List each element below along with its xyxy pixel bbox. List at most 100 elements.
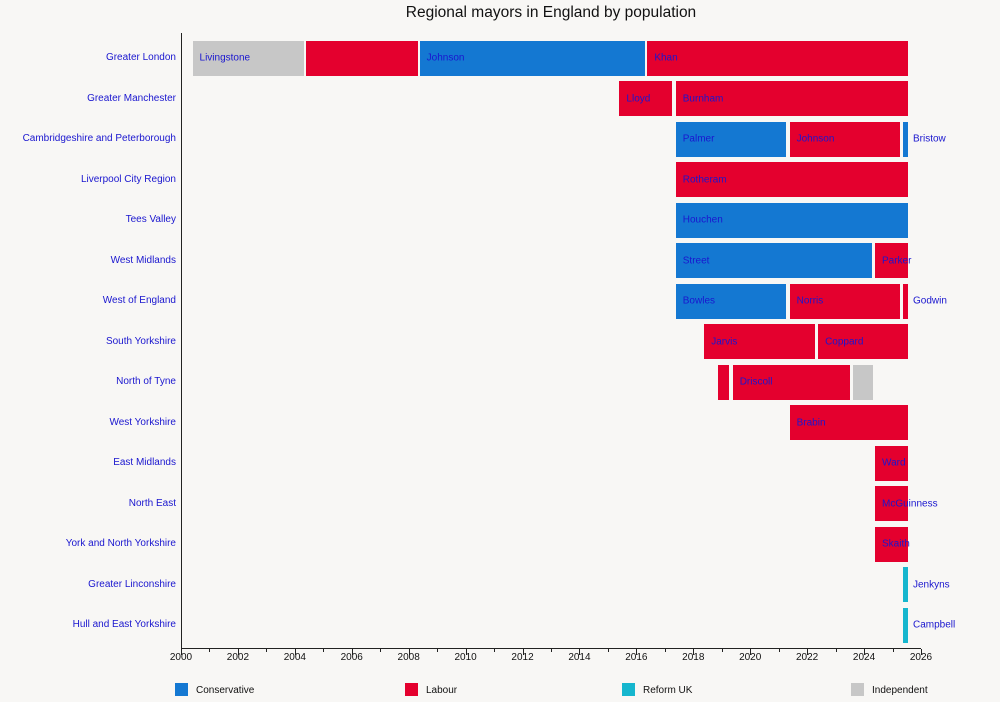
legend-label-labour: Labour (426, 685, 458, 696)
bar-lloyd[interactable]: Lloyd (619, 81, 673, 116)
x-tick-2002 (237, 649, 239, 655)
bar-jarvis[interactable]: Jarvis (704, 324, 815, 359)
bar-jenkyns[interactable]: Jenkyns (903, 567, 950, 602)
row-label-york-and-north-yorkshire: York and North Yorkshire (65, 538, 176, 549)
x-tick-label-2016: 2016 (625, 652, 648, 663)
bar-street[interactable]: Street (675, 243, 872, 278)
bar-label-skaith: Skaith (882, 538, 910, 550)
bar-palmer[interactable]: Palmer (675, 121, 787, 157)
bar-label-coppard: Coppard (825, 336, 864, 347)
bar-north-of-tyne-unlabeled[interactable] (718, 364, 730, 400)
bar-rotheram[interactable]: Rotheram (675, 162, 908, 197)
legend-item-conservative: Conservative (175, 682, 335, 698)
bar-label-campbell: Campbell (912, 619, 956, 631)
bar-label-bristow: Bristow (912, 133, 946, 145)
legend-swatch-reform-uk (622, 683, 635, 696)
bar-bristow[interactable]: Bristow (903, 121, 946, 157)
bar-label-houchen: Houchen (682, 214, 723, 226)
x-tick-2025 (892, 649, 894, 652)
x-tick-2017 (664, 649, 666, 652)
bar-label-jarvis: Jarvis (711, 336, 738, 347)
x-tick-label-2026: 2026 (909, 652, 933, 663)
row-label-north-of-tyne: North of Tyne (116, 376, 176, 387)
bar-label-palmer: Palmer (682, 133, 715, 145)
bar-label-lloyd: Lloyd (626, 93, 651, 104)
x-tick-label-2004: 2004 (283, 652, 306, 663)
row-label-north-east: North East (128, 497, 176, 509)
x-tick-2001 (209, 649, 211, 652)
x-tick-2024 (864, 649, 866, 655)
x-tick-2022 (807, 649, 809, 655)
x-tick-2015 (607, 649, 609, 652)
bar-label-street: Street (682, 255, 710, 266)
x-tick-label-2010: 2010 (454, 652, 477, 663)
x-tick-label-2002: 2002 (226, 652, 250, 663)
x-tick-2000 (181, 649, 182, 655)
row-label-tees-valley: Tees Valley (125, 214, 176, 225)
row-label-greater-london: Greater London (105, 52, 176, 63)
bar-houchen[interactable]: Houchen (675, 202, 908, 238)
x-tick-2020 (750, 649, 752, 655)
bar-campbell[interactable]: Campbell (903, 607, 955, 643)
x-tick-label-2024: 2024 (852, 652, 876, 663)
x-tick-2008 (408, 649, 410, 655)
bar-burnham[interactable]: Burnham (675, 81, 908, 116)
x-tick-2026 (920, 649, 922, 655)
x-tick-label-2006: 2006 (340, 652, 363, 663)
x-tick-2010 (465, 649, 467, 655)
row-label-east-midlands: East Midlands (113, 457, 176, 468)
x-tick-2009 (437, 649, 439, 652)
bar-coppard[interactable]: Coppard (818, 324, 908, 359)
bar-parker[interactable]: Parker (875, 243, 912, 278)
x-tick-label-2020: 2020 (739, 652, 762, 663)
bar-north-of-tyne-unlabeled[interactable] (852, 364, 873, 400)
x-tick-2006 (351, 649, 353, 655)
bar-khan[interactable]: Khan (647, 40, 908, 76)
x-tick-label-2014: 2014 (568, 652, 591, 663)
legend-item-independent: Independent (851, 682, 1000, 698)
y-axis-spine (181, 33, 182, 648)
bar-mcguinness[interactable]: McGuinness (875, 486, 938, 521)
legend-item-labour: Labour (405, 682, 565, 698)
bar-label-jenkyns: Jenkyns (912, 579, 950, 590)
bar-johnson[interactable]: Johnson (789, 121, 901, 157)
row-label-west-midlands: West Midlands (110, 254, 176, 266)
bar-livingstone[interactable]: Livingstone (192, 40, 305, 76)
x-tick-2014 (579, 649, 581, 655)
bar-johnson[interactable]: Johnson (419, 40, 646, 76)
legend-swatch-labour (405, 683, 418, 696)
x-tick-2011 (494, 649, 496, 652)
x-tick-2003 (266, 649, 268, 652)
bar-label-norris: Norris (796, 295, 824, 307)
bar-label-livingstone: Livingstone (199, 52, 251, 64)
bar-greater-london-unlabeled[interactable] (306, 40, 418, 76)
bar-label-ward: Ward (882, 457, 906, 469)
x-tick-label-2022: 2022 (795, 652, 819, 663)
bar-label-godwin: Godwin (912, 295, 947, 307)
x-tick-2005 (323, 649, 325, 652)
row-label-greater-manchester: Greater Manchester (87, 92, 176, 104)
bar-bowles[interactable]: Bowles (675, 283, 787, 319)
bar-norris[interactable]: Norris (789, 283, 901, 319)
x-tick-2016 (636, 649, 638, 655)
row-label-cambridgeshire-and-peterborough: Cambridgeshire and Peterborough (22, 133, 176, 144)
legend-item-reform-uk: Reform UK (622, 682, 782, 698)
legend-swatch-independent (851, 683, 864, 696)
legend-swatch-conservative (175, 683, 188, 696)
row-label-south-yorkshire: South Yorkshire (105, 335, 176, 347)
bar-skaith[interactable]: Skaith (875, 526, 910, 562)
bar-label-parker: Parker (882, 255, 912, 266)
x-tick-label-2008: 2008 (397, 652, 420, 663)
bar-driscoll[interactable]: Driscoll (732, 364, 851, 400)
x-tick-label-2012: 2012 (511, 652, 534, 663)
legend-label-independent: Independent (872, 685, 928, 696)
bar-label-mcguinness: McGuinness (882, 498, 938, 509)
bar-godwin[interactable]: Godwin (903, 283, 947, 319)
x-tick-2019 (721, 649, 723, 652)
row-label-west-yorkshire: West Yorkshire (109, 416, 176, 428)
bar-brabin[interactable]: Brabin (789, 405, 908, 440)
bar-label-brabin: Brabin (796, 417, 826, 428)
bar-ward[interactable]: Ward (875, 445, 908, 481)
